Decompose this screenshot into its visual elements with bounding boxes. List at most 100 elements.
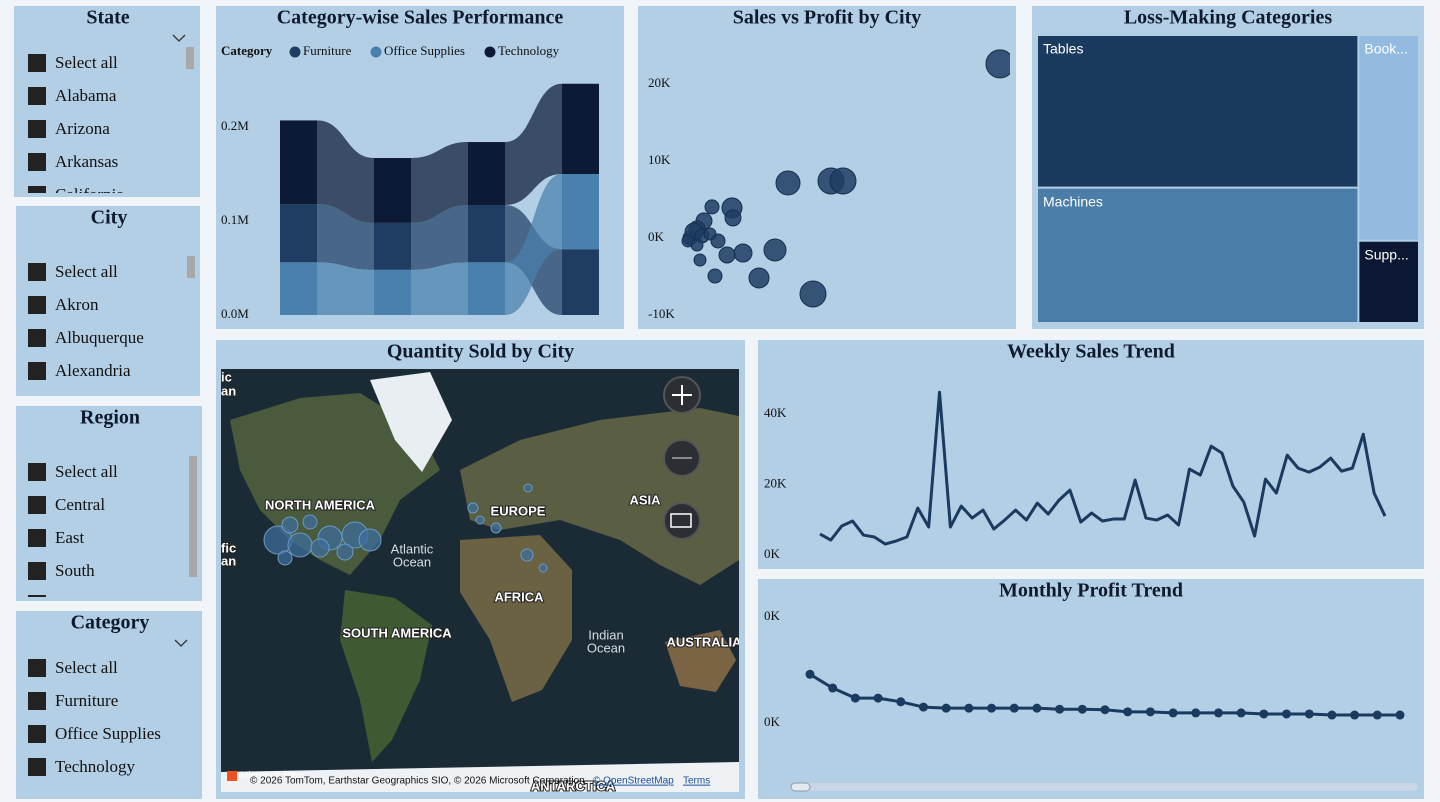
ribbon-column bbox=[280, 204, 317, 263]
checkbox[interactable] bbox=[28, 463, 46, 481]
ribbon-column bbox=[562, 83, 599, 174]
slicer-item[interactable]: Technology bbox=[28, 757, 136, 776]
checkbox[interactable] bbox=[28, 54, 46, 72]
map-bubble bbox=[475, 515, 485, 525]
slicer-item[interactable]: South bbox=[28, 561, 95, 580]
map-label: SOUTH AMERICA bbox=[342, 625, 452, 640]
slicer-item-label: Arkansas bbox=[55, 152, 118, 171]
y-tick-label: 20K bbox=[764, 476, 787, 491]
checkbox[interactable] bbox=[28, 153, 46, 171]
legend-swatch bbox=[289, 46, 301, 58]
scrollbar bbox=[189, 456, 197, 577]
map-button[interactable] bbox=[663, 502, 701, 540]
slicer-item[interactable]: Select all bbox=[28, 53, 118, 72]
map-attribution[interactable]: © OpenStreetMap bbox=[593, 776, 674, 787]
scatter-point bbox=[775, 170, 801, 196]
legend-label: Furniture bbox=[303, 43, 352, 58]
line-marker bbox=[1213, 708, 1223, 718]
checkbox[interactable] bbox=[28, 692, 46, 710]
dropdown-chevron[interactable] bbox=[174, 639, 188, 647]
checkbox[interactable] bbox=[28, 186, 46, 204]
chart-title: Sales vs Profit by City bbox=[733, 7, 922, 29]
treemap-tile bbox=[1038, 36, 1358, 187]
map-label: NORTH AMERICA bbox=[265, 497, 376, 512]
line-marker bbox=[828, 683, 838, 693]
slicer-item[interactable]: Arizona bbox=[28, 119, 110, 138]
slicer-item[interactable]: Furniture bbox=[28, 691, 118, 710]
checkbox[interactable] bbox=[28, 329, 46, 347]
map-bubble bbox=[490, 522, 502, 534]
dropdown-chevron[interactable] bbox=[172, 34, 186, 42]
checkbox[interactable] bbox=[28, 595, 46, 613]
ribbon-column bbox=[374, 269, 411, 315]
slicer-item-label: East bbox=[55, 528, 85, 547]
slicer-items: Select all Central East South West bbox=[28, 462, 118, 613]
y-tick-label: 0.0M bbox=[221, 306, 249, 321]
icon bbox=[672, 385, 692, 405]
checkbox[interactable] bbox=[28, 659, 46, 677]
slicer-item[interactable]: Select all bbox=[28, 462, 118, 481]
checkbox[interactable] bbox=[28, 725, 46, 743]
map-label: AFRICA bbox=[494, 589, 544, 604]
checkbox[interactable] bbox=[28, 529, 46, 547]
checkbox[interactable] bbox=[28, 263, 46, 281]
map-label: ANTARCTICA bbox=[531, 778, 616, 793]
map-label: an bbox=[221, 383, 236, 398]
line-marker bbox=[918, 702, 928, 712]
ribbon bbox=[505, 174, 562, 315]
checkbox[interactable] bbox=[28, 562, 46, 580]
scrollbar-thumb[interactable] bbox=[790, 782, 811, 792]
y-tick-label: -10K bbox=[648, 306, 675, 321]
slicer-item[interactable]: West bbox=[28, 594, 89, 613]
map-label: Indian bbox=[588, 627, 623, 642]
scatter-point bbox=[748, 267, 770, 289]
slicer-item[interactable]: California bbox=[28, 185, 124, 204]
map-button-plus[interactable] bbox=[663, 376, 701, 414]
slicer-item-label: Akron bbox=[55, 295, 99, 314]
chart-panel bbox=[758, 340, 1424, 569]
map-land-greenland bbox=[370, 372, 452, 472]
line-marker bbox=[1077, 704, 1087, 714]
slicer-item[interactable]: Central bbox=[28, 495, 105, 514]
slicer-item[interactable]: Arkansas bbox=[28, 152, 118, 171]
checkbox[interactable] bbox=[28, 296, 46, 314]
map-attribution[interactable]: Terms bbox=[683, 776, 710, 787]
checkbox[interactable] bbox=[28, 362, 46, 380]
checkbox[interactable] bbox=[28, 120, 46, 138]
slicer-item[interactable]: East bbox=[28, 528, 85, 547]
slicer-item-label: Furniture bbox=[55, 691, 118, 710]
checkbox[interactable] bbox=[28, 87, 46, 105]
line-marker bbox=[1395, 710, 1405, 720]
map-button-minus[interactable] bbox=[663, 439, 701, 477]
slicer-item[interactable]: Akron bbox=[28, 295, 99, 314]
legend-swatch bbox=[484, 46, 496, 58]
map-attribution: Microsoft Bing bbox=[240, 771, 303, 782]
slicer-item[interactable]: Office Supplies bbox=[28, 724, 161, 743]
y-tick-label: 0K bbox=[764, 608, 781, 623]
slicer-item[interactable]: Albuquerque bbox=[28, 328, 144, 347]
slicer-item-label: Arizona bbox=[55, 119, 110, 138]
checkbox[interactable] bbox=[28, 758, 46, 776]
line-marker bbox=[1009, 703, 1019, 713]
slicer-item[interactable]: Select all bbox=[28, 262, 118, 281]
map-button-screen[interactable] bbox=[663, 502, 701, 540]
map-land-africa bbox=[460, 535, 572, 702]
slicer-item[interactable]: Alexandria bbox=[28, 361, 131, 380]
ribbon-column bbox=[280, 262, 317, 315]
slicer-panel bbox=[16, 611, 202, 799]
legend-label: Office Supplies bbox=[384, 43, 465, 58]
line-marker bbox=[1168, 708, 1178, 718]
line-marker bbox=[805, 669, 815, 679]
scatter-point bbox=[704, 199, 720, 215]
slicer-panel bbox=[16, 406, 202, 601]
line-marker bbox=[850, 693, 860, 703]
legend-title: Category bbox=[221, 43, 273, 58]
slicer-item[interactable]: Select all bbox=[28, 658, 118, 677]
map-label: Ocean bbox=[393, 554, 431, 569]
scatter-point bbox=[707, 268, 723, 284]
map-label: ic bbox=[221, 369, 232, 384]
ribbon-column bbox=[280, 120, 317, 205]
slicer-item[interactable]: Alabama bbox=[28, 86, 117, 105]
chart-title: Loss-Making Categories bbox=[1124, 7, 1333, 29]
checkbox[interactable] bbox=[28, 496, 46, 514]
